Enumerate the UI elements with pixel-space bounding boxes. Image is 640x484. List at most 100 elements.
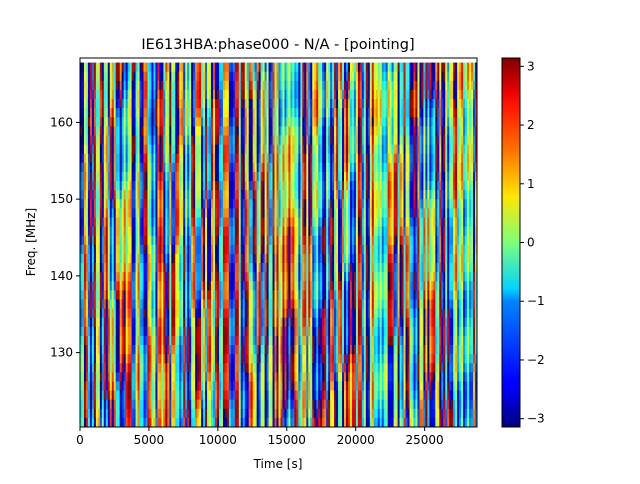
heatmap-cell: [306, 408, 309, 419]
heatmap-cell: [234, 417, 238, 427]
heatmap-cell: [129, 417, 133, 427]
heatmap-cell: [326, 299, 329, 310]
heatmap-cell: [228, 272, 232, 282]
heatmap-cell: [250, 308, 254, 319]
heatmap-cell: [264, 62, 268, 73]
heatmap-cell: [85, 80, 89, 91]
heatmap-cell: [246, 208, 250, 219]
heatmap-cell: [81, 153, 85, 164]
heatmap-cell: [320, 235, 323, 246]
heatmap-cell: [117, 135, 121, 146]
heatmap-cell: [189, 253, 192, 264]
heatmap-cell: [252, 345, 256, 355]
heatmap-cell: [81, 244, 85, 255]
heatmap-cell: [101, 263, 105, 273]
heatmap-cell: [191, 190, 194, 200]
heatmap-cell: [250, 372, 254, 383]
heatmap-cell: [147, 208, 151, 219]
heatmap-cell: [159, 290, 162, 301]
heatmap-cell: [81, 190, 85, 200]
heatmap-cell: [256, 181, 260, 191]
heatmap-cell: [205, 153, 208, 164]
heatmap-cell: [117, 308, 121, 319]
heatmap-cell: [220, 317, 224, 328]
heatmap-cell: [240, 272, 244, 282]
heatmap-cell: [256, 89, 260, 100]
heatmap-cell: [191, 71, 194, 82]
heatmap-cell: [157, 308, 160, 319]
heatmap-cell: [218, 217, 222, 228]
heatmap-cell: [185, 354, 188, 364]
heatmap-cell: [214, 399, 218, 410]
heatmap-cell: [218, 235, 222, 246]
heatmap-cell: [203, 162, 206, 173]
heatmap-cell: [119, 308, 123, 319]
heatmap-cell: [252, 153, 256, 164]
heatmap-cell: [139, 335, 143, 346]
heatmap-cell: [177, 217, 180, 228]
heatmap-cell: [284, 345, 288, 355]
heatmap-cell: [175, 117, 178, 127]
heatmap-cell: [209, 263, 212, 273]
heatmap-cell: [183, 99, 186, 109]
heatmap-cell: [288, 272, 292, 282]
heatmap-cell: [80, 135, 83, 146]
heatmap-cell: [274, 372, 278, 383]
heatmap-cell: [226, 345, 230, 355]
heatmap-cell: [161, 99, 164, 109]
heatmap-cell: [141, 390, 145, 401]
heatmap-cell: [213, 144, 216, 155]
heatmap-cell: [83, 363, 87, 373]
heatmap-cell: [290, 417, 293, 427]
heatmap-cell: [320, 381, 323, 392]
heatmap-cell: [113, 244, 117, 255]
heatmap-cell: [224, 108, 228, 118]
heatmap-cell: [179, 390, 182, 401]
heatmap-cell: [80, 208, 83, 219]
heatmap-cell: [137, 417, 141, 427]
heatmap-cell: [123, 381, 127, 392]
heatmap-cell: [169, 290, 172, 301]
heatmap-cell: [209, 272, 212, 282]
heatmap-cell: [167, 144, 170, 155]
heatmap-cell: [113, 345, 117, 355]
heatmap-cell: [159, 326, 162, 337]
heatmap-cell: [213, 354, 216, 364]
heatmap-cell: [93, 217, 97, 228]
heatmap-cell: [183, 354, 186, 364]
heatmap-cell: [211, 281, 214, 291]
heatmap-cell: [195, 317, 198, 328]
heatmap-cell: [222, 335, 226, 346]
heatmap-cell: [211, 308, 214, 319]
heatmap-cell: [234, 354, 238, 364]
heatmap-cell: [99, 226, 103, 237]
heatmap-cell: [258, 253, 262, 264]
heatmap-cell: [308, 372, 311, 383]
heatmap-cell: [290, 117, 293, 127]
heatmap-cell: [288, 135, 292, 146]
heatmap-cell: [213, 126, 216, 137]
heatmap-cell: [175, 171, 178, 182]
heatmap-cell: [246, 126, 250, 137]
heatmap-cell: [209, 80, 212, 91]
heatmap-cell: [213, 363, 216, 373]
heatmap-cell: [304, 226, 307, 237]
heatmap-cell: [288, 399, 292, 410]
heatmap-cell: [127, 144, 131, 155]
heatmap-cell: [256, 253, 260, 264]
heatmap-cell: [175, 308, 178, 319]
heatmap-cell: [133, 217, 137, 228]
heatmap-cell: [153, 62, 157, 73]
heatmap-cell: [216, 317, 220, 328]
heatmap-cell: [83, 89, 87, 100]
heatmap-cell: [147, 117, 151, 127]
heatmap-cell: [175, 290, 178, 301]
heatmap-cell: [141, 408, 145, 419]
heatmap-cell: [224, 272, 228, 282]
heatmap-cell: [236, 263, 240, 273]
heatmap-cell: [161, 217, 164, 228]
heatmap-cell: [199, 253, 202, 264]
heatmap-cell: [175, 135, 178, 146]
heatmap-cell: [240, 308, 244, 319]
heatmap-cell: [185, 71, 188, 82]
